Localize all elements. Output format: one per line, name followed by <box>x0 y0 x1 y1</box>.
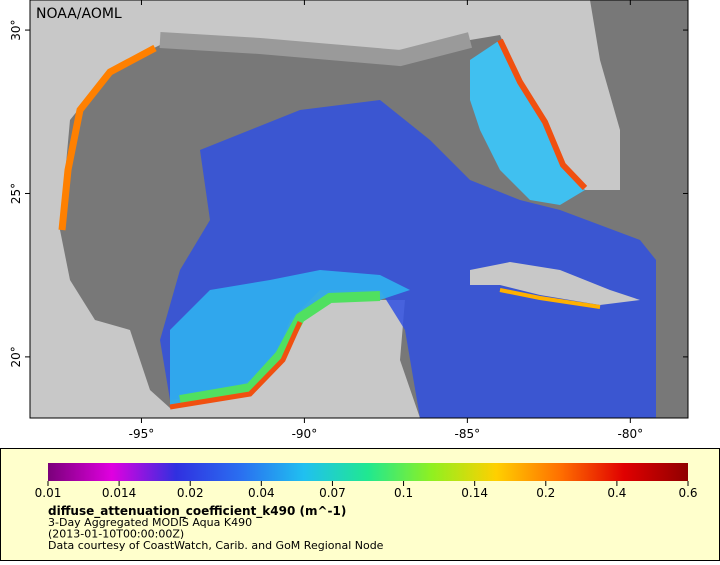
y-tick-label: 30° <box>9 19 23 40</box>
legend-line: (2013-01-10T00:00:00Z) <box>48 528 184 541</box>
data-deep-blue <box>160 100 656 418</box>
colorbar-tick-label: 0.07 <box>319 486 346 500</box>
data-florida-coast <box>497 38 588 191</box>
legend-variable: diffuse_attenuation_coefficient_k490 (m^… <box>48 504 346 519</box>
legend-line: Data courtesy of CoastWatch, Carib. and … <box>48 539 384 552</box>
colorbar-tick-label: 0.14 <box>461 486 488 500</box>
data-florida-shelf <box>470 40 585 205</box>
x-tick-label: -85° <box>455 427 481 441</box>
y-tick-label: 20° <box>9 346 23 367</box>
x-tick-label: -80° <box>618 427 644 441</box>
cuba <box>470 262 640 305</box>
data-coast-red <box>169 320 303 410</box>
legend-line: 3-Day Aggregated MODIS Aqua K490 <box>48 516 252 529</box>
data-texas-coast <box>58 44 157 231</box>
x-tick-label: -90° <box>292 427 318 441</box>
map-frame <box>29 0 689 419</box>
colorbar-tick-label: 0.04 <box>248 486 275 500</box>
colorbar-tick-label: 0.6 <box>678 486 697 500</box>
no-data <box>656 0 688 418</box>
colorbar-tick-label: 0.2 <box>536 486 555 500</box>
colorbar-tick-label: 0.014 <box>102 486 136 500</box>
map <box>30 0 688 418</box>
y-tick-label: 25° <box>9 183 23 204</box>
colorbar <box>48 463 688 481</box>
data-coast-green <box>179 291 381 405</box>
colorbar-tick-label: 0.4 <box>607 486 626 500</box>
x-tick-label: -95° <box>129 427 155 441</box>
data-la-coast <box>159 32 472 67</box>
colorbar-tick-label: 0.1 <box>394 486 413 500</box>
colorbar-tick-label: 0.02 <box>177 486 204 500</box>
colorbar-tick-label: 0.01 <box>35 486 62 500</box>
map-credit: NOAA/AOML <box>36 6 122 22</box>
data-cuba-shelf <box>499 288 601 309</box>
